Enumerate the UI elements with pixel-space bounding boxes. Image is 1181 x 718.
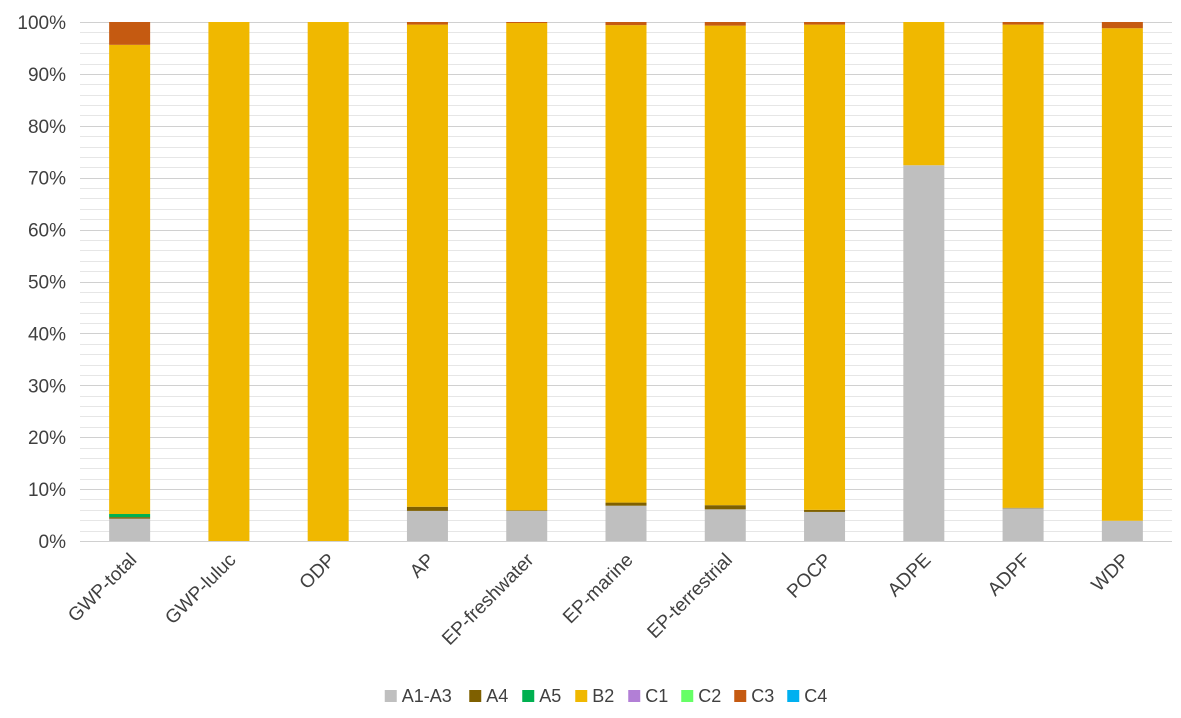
x-tick-label: EP-terrestrial: [644, 550, 737, 643]
bar-segment-c3: [804, 22, 846, 25]
bar-segment-a1-a3: [1002, 508, 1044, 541]
y-tick-label: 100%: [17, 13, 66, 34]
bar-segment-a1-a3: [804, 511, 846, 541]
bar-segment-a4: [109, 517, 151, 519]
bar-segment-a4: [406, 506, 448, 511]
bar-segment-b2: [406, 24, 448, 507]
legend-label: B2: [592, 686, 614, 706]
y-tick-label: 80%: [28, 117, 66, 138]
y-tick-label: 90%: [28, 65, 66, 86]
legend-label: C2: [698, 686, 721, 706]
legend-swatch-c2: [681, 690, 694, 702]
bar-segment-b2: [109, 44, 151, 515]
y-tick-label: 20%: [28, 428, 66, 449]
bar-segment-b2: [1002, 24, 1044, 508]
x-tick-label: ADPF: [984, 550, 1035, 601]
x-tick-label: WDP: [1088, 550, 1134, 596]
x-tick-label: POCP: [783, 550, 836, 603]
bar-segment-b2: [208, 22, 250, 541]
y-tick-label: 50%: [28, 273, 66, 294]
legend: A1-A3 A4 A5 B2 C1 C2 C3 C4: [384, 686, 827, 706]
bar-segment-c3: [704, 22, 746, 26]
bars-layer: [109, 22, 1143, 541]
legend-label: C1: [645, 686, 668, 706]
legend-swatch-c3: [734, 690, 747, 702]
bar-segment-b2: [307, 22, 349, 541]
bar-segment-b2: [506, 23, 548, 511]
bar-segment-b2: [903, 22, 945, 166]
bar-segment-a4: [704, 505, 746, 510]
y-tick-label: 30%: [28, 376, 66, 397]
x-tick-label: ADPE: [884, 550, 935, 601]
bar-segment-c3: [1101, 22, 1143, 29]
y-tick-label: 10%: [28, 480, 66, 501]
bar-segment-c3: [605, 22, 647, 26]
legend-swatch-a1-a3: [384, 690, 397, 702]
bar-segment-c3: [406, 22, 448, 25]
legend-swatch-c4: [787, 690, 800, 702]
bar-segment-a4: [605, 502, 647, 506]
bar-segment-a4: [506, 510, 548, 511]
bar-segment-a1-a3: [406, 510, 448, 541]
bar-segment-b2: [704, 25, 746, 506]
legend-swatch-a5: [522, 690, 535, 702]
bar-segment-a1-a3: [109, 518, 151, 541]
legend-swatch-a4: [469, 690, 482, 702]
x-tick-label: EP-marine: [559, 550, 637, 628]
bar-segment-a1-a3: [506, 510, 548, 541]
y-tick-label: 70%: [28, 169, 66, 190]
bar-segment-b2: [605, 25, 647, 503]
legend-label: A5: [539, 686, 561, 706]
bar-segment-b2: [1101, 28, 1143, 521]
x-tick-label: AP: [406, 550, 439, 583]
y-tick-label: 0%: [39, 532, 67, 553]
bar-segment-a1-a3: [1101, 520, 1143, 541]
axis-layer: 0% 10% 20% 30% 40% 50% 60% 70% 80% 90% 100% GWP-tot…: [17, 13, 1134, 650]
x-tick-label: GWP-total: [64, 550, 141, 627]
bar-segment-a4: [1002, 507, 1044, 509]
legend-label: C4: [804, 686, 827, 706]
bar-segment-a4: [804, 509, 846, 512]
x-tick-label: ODP: [296, 550, 340, 594]
legend-label: A1-A3: [402, 686, 452, 706]
y-tick-label: 60%: [28, 221, 66, 242]
bar-segment-a5: [109, 514, 151, 518]
x-tick-label: EP-freshwater: [438, 549, 538, 649]
y-tick-label: 40%: [28, 324, 66, 345]
legend-label: C3: [751, 686, 774, 706]
bar-segment-a1-a3: [605, 505, 647, 541]
bar-segment-c3: [109, 22, 151, 45]
legend-swatch-b2: [575, 690, 588, 702]
legend-label: A4: [486, 686, 508, 706]
legend-swatch-c1: [628, 690, 641, 702]
bar-segment-a1-a3: [903, 165, 945, 541]
bar-segment-c3: [1002, 22, 1044, 25]
x-tick-label: GWP-luluc: [161, 550, 240, 629]
bar-segment-a1-a3: [704, 509, 746, 541]
bar-segment-c3: [506, 22, 548, 24]
bar-segment-b2: [804, 24, 846, 510]
